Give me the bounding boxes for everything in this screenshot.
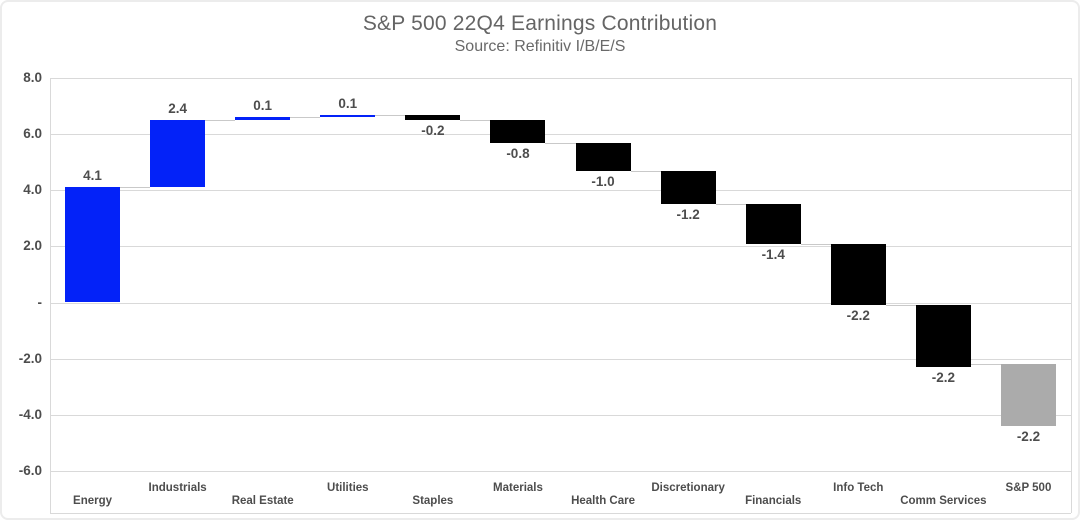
bar-value-label: -2.2 <box>1016 428 1041 444</box>
category-label-energy: Energy <box>73 495 113 507</box>
category-label-industrials: Industrials <box>148 482 207 494</box>
waterfall-connector <box>120 187 151 189</box>
bar-value-label: 2.4 <box>168 101 187 117</box>
waterfall-connector <box>460 120 491 122</box>
bar-materials <box>490 120 546 143</box>
bar-value-label: -2.2 <box>931 370 955 385</box>
bar-discretionary <box>660 170 716 205</box>
bar-value-label: -2.2 <box>846 308 870 324</box>
category-label-s-p-500: S&P 500 <box>1005 482 1052 494</box>
waterfall-connector <box>630 170 661 172</box>
gridline <box>50 470 1071 472</box>
bar-value-label: 0.1 <box>253 98 273 114</box>
waterfall-connector <box>375 114 406 116</box>
bar-s-p-500 <box>1000 364 1056 426</box>
gridline <box>50 414 1071 416</box>
gridline <box>50 134 1071 136</box>
chart-title: S&P 500 22Q4 Earnings Contribution <box>362 12 718 35</box>
axis-line-bottom <box>50 513 1071 514</box>
bar-info-tech <box>830 243 886 306</box>
category-label-discretionary: Discretionary <box>651 482 725 494</box>
chart-subtitle: Source: Refinitiv I/B/E/S <box>454 38 626 55</box>
y-tick-label: -2.0 <box>18 350 42 366</box>
y-tick-label: 6.0 <box>23 126 42 142</box>
waterfall-connector <box>970 364 1001 366</box>
bar-industrials <box>150 120 206 188</box>
category-label-staples: Staples <box>412 495 454 507</box>
waterfall-connector <box>290 117 321 119</box>
gridline <box>50 78 1071 80</box>
axis-line-left <box>50 78 51 513</box>
bar-value-label: -0.8 <box>506 145 530 161</box>
category-label-info-tech: Info Tech <box>833 482 884 494</box>
bar-energy <box>65 187 121 303</box>
bar-value-label: -0.2 <box>421 123 445 139</box>
bar-value-label: 4.1 <box>83 168 102 184</box>
waterfall-connector <box>545 142 576 144</box>
category-label-utilities: Utilities <box>327 482 369 494</box>
gridline <box>50 190 1071 192</box>
axis-line-right <box>1071 78 1072 513</box>
category-label-materials: Materials <box>493 482 543 494</box>
category-label-financials: Financials <box>745 495 802 507</box>
gridline <box>50 358 1071 360</box>
y-tick-label: -6.0 <box>18 462 42 478</box>
bar-financials <box>745 204 801 244</box>
bar-health-care <box>575 142 631 171</box>
category-label-real-estate: Real Estate <box>231 495 294 507</box>
y-tick-label: 8.0 <box>23 70 42 86</box>
y-tick-label: 4.0 <box>23 182 42 198</box>
bar-value-label: -1.4 <box>761 246 785 262</box>
bar-staples <box>405 114 461 121</box>
bar-value-label: 0.1 <box>338 95 358 111</box>
category-label-comm-services: Comm Services <box>900 495 987 507</box>
bar-value-label: -1.2 <box>676 207 700 223</box>
gridline <box>50 302 1071 304</box>
category-label-health-care: Health Care <box>571 495 635 507</box>
waterfall-connector <box>715 204 746 206</box>
gridline <box>50 246 1071 248</box>
bar-comm-services <box>915 305 971 367</box>
waterfall-connector <box>800 243 831 245</box>
bar-utilities <box>320 114 376 118</box>
y-tick-label: 2.0 <box>23 238 42 254</box>
waterfall-connector <box>885 305 916 307</box>
y-tick-label: -4.0 <box>18 406 42 422</box>
y-tick-label: - <box>37 294 43 310</box>
bar-real-estate <box>235 117 291 121</box>
waterfall-connector <box>205 120 236 122</box>
bar-value-label: -1.0 <box>591 173 615 189</box>
